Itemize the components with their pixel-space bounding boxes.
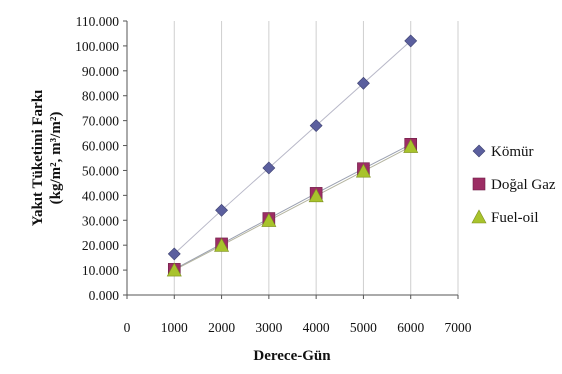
legend-label-dogal-gaz: Doğal Gaz: [491, 177, 556, 193]
data-point-diamond: [215, 203, 228, 217]
y-tick-label: 40.000: [82, 188, 119, 203]
y-tick-label: 20.000: [82, 238, 119, 253]
y-axis-title-line1: Yakıt Tüketimi Farkı: [30, 90, 46, 226]
legend-marker-triangle: [471, 209, 487, 224]
axes: [123, 20, 459, 299]
data-markers: [166, 34, 419, 277]
data-point-triangle: [261, 212, 277, 227]
series-line: [173, 40, 412, 255]
x-tick-label: 1000: [161, 320, 188, 335]
legend-marker-square: [472, 177, 486, 191]
legend-label-fuel-oil: Fuel-oil: [491, 210, 539, 226]
y-tick-label: 0.000: [89, 288, 120, 303]
y-tick-label: 50.000: [82, 163, 119, 178]
legend-item-fuel-oil: Fuel-oil: [471, 209, 539, 226]
x-tick-label: 0: [124, 320, 131, 335]
series-lines: [173, 40, 412, 271]
y-tick-label: 80.000: [82, 89, 119, 104]
x-tick-label: 5000: [350, 320, 377, 335]
data-point-triangle: [214, 237, 230, 252]
x-tick-labels: 0 1000 2000 3000 4000 5000 6000 7000: [124, 320, 472, 335]
legend-label-komur: Kömür: [491, 144, 534, 160]
x-axis-title: Derece-Gün: [253, 348, 331, 364]
data-point-diamond: [167, 247, 181, 261]
series-line: [174, 146, 411, 271]
data-point-diamond: [309, 119, 323, 133]
legend-marker-shape: [472, 144, 486, 158]
data-point-diamond: [404, 34, 418, 48]
legend-item-dogal-gaz: Doğal Gaz: [472, 177, 556, 193]
data-point-diamond: [357, 76, 370, 90]
x-tick-label: 4000: [303, 320, 330, 335]
data-point-triangle: [355, 163, 371, 178]
x-tick-label: 3000: [255, 320, 282, 335]
y-tick-label: 60.000: [82, 139, 119, 154]
y-tick-label: 70.000: [82, 114, 119, 129]
legend-marker-shape: [472, 177, 486, 191]
y-tick-label: 110.000: [76, 14, 120, 29]
y-tick-labels: 0.000 10.000 20.000 30.000 40.000 50.000 60.00…: [75, 14, 119, 303]
data-point-triangle: [308, 188, 324, 203]
x-tick-label: 2000: [208, 320, 235, 335]
y-tick-label: 10.000: [82, 263, 119, 278]
gridlines: [173, 21, 459, 295]
legend-marker-shape: [471, 209, 487, 224]
legend-marker-diamond: [472, 144, 486, 158]
y-tick-label: 100.000: [75, 39, 119, 54]
data-point-triangle: [166, 262, 182, 277]
data-point-diamond: [262, 161, 276, 175]
y-axis-title-line2: (kg/m², m³/m²): [48, 112, 64, 205]
y-tick-label: 90.000: [82, 64, 119, 79]
legend: Kömür Doğal Gaz Fuel-oil: [471, 144, 556, 226]
series-line: [174, 143, 411, 270]
x-tick-label: 7000: [445, 320, 472, 335]
x-tick-label: 6000: [397, 320, 424, 335]
y-tick-label: 30.000: [82, 213, 119, 228]
data-point-triangle: [403, 138, 419, 153]
legend-item-komur: Kömür: [472, 144, 534, 160]
